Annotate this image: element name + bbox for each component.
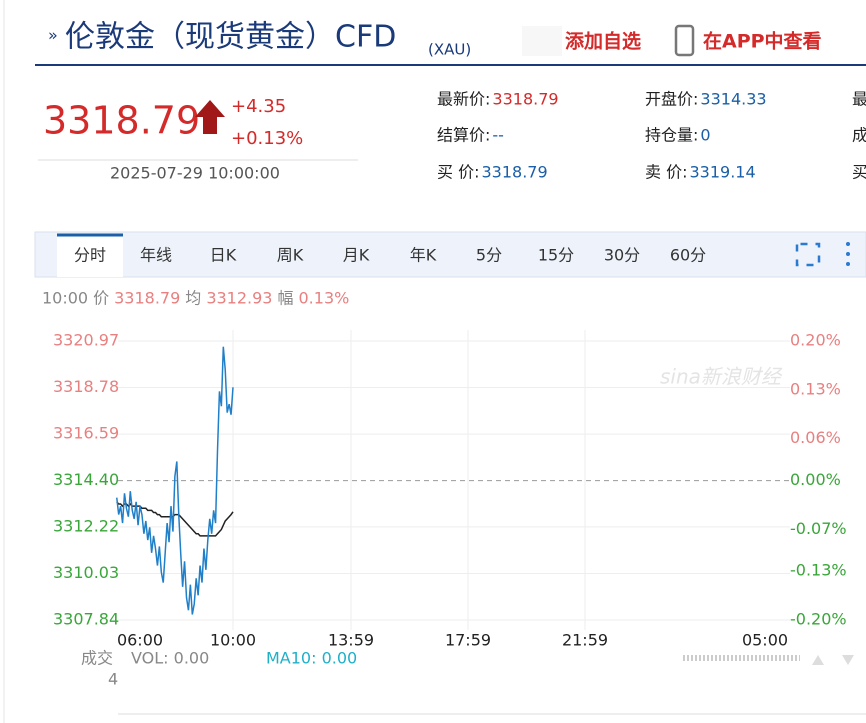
y-tick-label: 3312.22 (53, 516, 119, 535)
field-label: 持仓量: (645, 126, 698, 145)
tab[interactable]: 年线 (140, 246, 172, 265)
page-title: 伦敦金（现货黄金）CFD (65, 20, 396, 55)
tab[interactable]: 15分 (538, 246, 574, 265)
y2-tick-label: -0.20% (790, 610, 847, 629)
field-value: -- (492, 126, 504, 145)
watermark: sina新浪财经 (660, 365, 783, 389)
menu-icon[interactable] (846, 242, 850, 266)
header-icon: » (48, 26, 58, 45)
x-tick-label: 13:59 (328, 631, 374, 650)
y-tick-label: 3316.59 (53, 424, 119, 443)
tab[interactable]: 周K (277, 246, 304, 265)
change-pct: +0.13% (231, 128, 303, 149)
price-line (116, 346, 234, 615)
y2-tick-label: 0.20% (790, 331, 841, 350)
tab-bar (34, 231, 866, 278)
quote-time: 2025-07-29 10:00:00 (110, 164, 280, 183)
phone-icon (674, 24, 695, 57)
add-watch[interactable]: 添加自选 (565, 30, 641, 53)
y2-tick-label: 0.13% (790, 379, 841, 398)
field-label: 最 (852, 90, 866, 109)
active-tab (57, 234, 123, 277)
x-tick-label: 10:00 (210, 631, 256, 650)
x-tick-label: 05:00 (742, 631, 788, 650)
y-tick-label: 3320.97 (53, 331, 119, 350)
volume-label: 成交 (81, 649, 113, 668)
spacer (522, 26, 562, 56)
y2-tick-label: 0.06% (790, 428, 841, 447)
y2-tick-label: -0.07% (790, 519, 847, 538)
tab[interactable]: 30分 (604, 246, 640, 265)
tab[interactable]: 日K (210, 246, 237, 265)
info-range: 0.13% (299, 289, 350, 308)
info-time: 10:00 (42, 289, 88, 308)
field-label: 买 (852, 163, 866, 182)
tab[interactable]: 年K (410, 246, 437, 265)
field-label: 卖 价: (645, 163, 687, 182)
volume-value: VOL: 0.00 (131, 649, 209, 668)
y-tick-label: 3318.78 (53, 377, 119, 396)
y-tick-label: 3314.40 (53, 470, 119, 489)
y2-tick-label: -0.13% (790, 561, 847, 580)
scroll-arrows[interactable] (812, 655, 854, 665)
symbol: (XAU) (428, 41, 471, 59)
tab[interactable]: 分时 (74, 246, 106, 265)
ma-value: MA10: 0.00 (266, 649, 357, 668)
y-tick-label: 3307.84 (53, 610, 119, 629)
price: 3318.79 (43, 99, 200, 143)
info-price-label: 价 (93, 289, 109, 308)
tab[interactable]: 月K (343, 246, 370, 265)
field-label: 结算价: (437, 126, 490, 145)
tab[interactable]: 60分 (670, 246, 706, 265)
field-value: 3318.79 (481, 163, 547, 182)
field-label: 最新价: (437, 90, 490, 109)
x-tick-label: 17:59 (445, 631, 491, 650)
field-value: 3318.79 (492, 90, 558, 109)
info-avg-label: 均 (185, 289, 201, 308)
field-value: 3314.33 (700, 90, 766, 109)
y-tick-label: 3310.03 (53, 563, 119, 582)
field-value: 0 (700, 126, 710, 145)
volume-axis: 4 (108, 670, 118, 689)
fullscreen-icon[interactable] (795, 242, 821, 267)
info-avg: 3312.93 (206, 289, 272, 308)
x-tick-label: 06:00 (117, 631, 163, 650)
tab[interactable]: 5分 (476, 246, 502, 265)
field-label: 买 价: (437, 163, 479, 182)
field-value: 3319.14 (689, 163, 755, 182)
info-range-label: 幅 (277, 289, 293, 308)
up-arrow (195, 100, 225, 134)
field-label: 成 (852, 126, 866, 145)
y2-tick-label: 0.00% (790, 470, 841, 489)
open-app[interactable]: 在APP中查看 (703, 30, 822, 53)
field-label: 开盘价: (645, 90, 698, 109)
change: +4.35 (231, 96, 286, 117)
info-price: 3318.79 (114, 289, 180, 308)
x-tick-label: 21:59 (562, 631, 608, 650)
